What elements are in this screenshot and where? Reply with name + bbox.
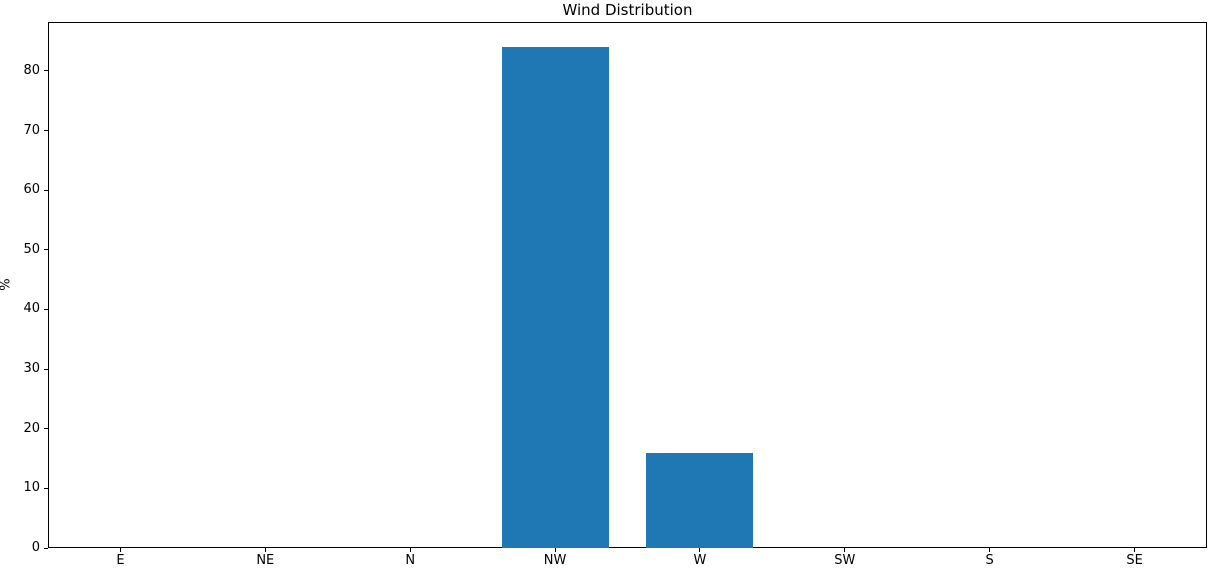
x-axis-tick-mark	[409, 548, 411, 552]
y-axis-tick-mark	[44, 368, 48, 370]
y-axis-tick-label: 20	[23, 420, 40, 436]
y-axis-tick-label: 10	[23, 480, 40, 496]
y-axis-tick-mark	[44, 189, 48, 191]
y-axis-tick-label: 50	[23, 241, 40, 257]
x-axis-tick-label-n: N	[405, 553, 416, 568]
y-axis-tick-label: 60	[23, 182, 40, 198]
y-axis-tick-mark	[44, 70, 48, 72]
chart-title: Wind Distribution	[562, 1, 693, 19]
y-axis-tick-mark	[44, 130, 48, 132]
x-axis-tick-label-nw: NW	[543, 553, 567, 568]
y-axis-tick-mark	[44, 428, 48, 430]
x-axis-tick-label-sw: SW	[834, 553, 856, 568]
y-axis-tick-label: 80	[23, 62, 40, 78]
y-axis-tick-label: 0	[31, 540, 40, 555]
x-axis-tick-label-w: W	[693, 553, 707, 568]
y-axis-tick-label: 70	[23, 122, 40, 138]
x-axis-tick-mark	[844, 548, 846, 552]
y-axis-tick-mark	[44, 487, 48, 489]
x-axis-tick-label-s: S	[985, 553, 994, 568]
x-axis-tick-label-e: E	[116, 553, 125, 568]
bar-w	[646, 452, 754, 548]
y-axis-tick-label: 30	[23, 361, 40, 377]
y-axis-label: %	[0, 278, 14, 291]
x-axis-tick-mark	[989, 548, 991, 552]
x-axis-tick-mark	[699, 548, 701, 552]
y-axis-tick-label: 40	[23, 301, 40, 317]
x-axis-tick-mark	[119, 548, 121, 552]
bar-nw	[501, 47, 609, 548]
x-axis-tick-mark	[264, 548, 266, 552]
plot-area	[48, 22, 1207, 548]
x-axis-tick-label-ne: NE	[256, 553, 275, 568]
x-axis-tick-label-se: SE	[1126, 553, 1143, 568]
y-axis-tick-mark	[44, 308, 48, 310]
x-axis-tick-mark	[554, 548, 556, 552]
y-axis-tick-mark	[44, 547, 48, 549]
y-axis-tick-mark	[44, 249, 48, 251]
x-axis-tick-mark	[1134, 548, 1136, 552]
